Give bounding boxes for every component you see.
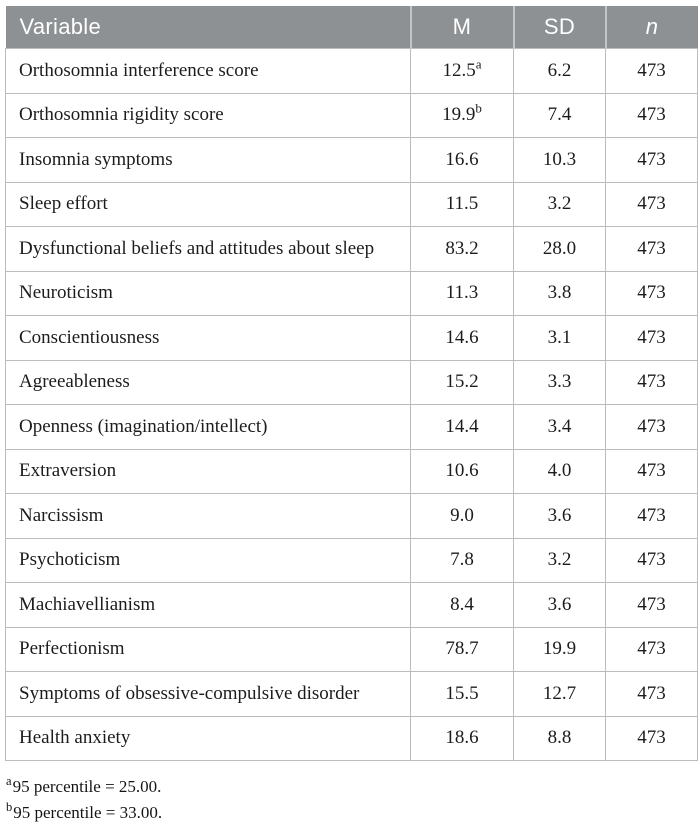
mean-cell: 78.7 xyxy=(410,626,514,672)
mean-cell: 19.9b xyxy=(410,92,514,138)
footnote-line: a95 percentile = 25.00. xyxy=(6,774,162,800)
table-row: Dysfunctional beliefs and attitudes abou… xyxy=(5,226,698,272)
footnote-line: b95 percentile = 33.00. xyxy=(6,800,162,826)
mean-cell: 8.4 xyxy=(410,582,514,628)
header-row: Variable M SD n xyxy=(5,6,698,49)
sd-cell: 3.6 xyxy=(513,493,606,539)
table-row: Openness (imagination/intellect) 14.4 3.… xyxy=(5,404,698,450)
mean-cell: 9.0 xyxy=(410,493,514,539)
variable-cell: Orthosomnia rigidity score xyxy=(5,92,411,138)
column-header-sd: SD xyxy=(512,6,606,49)
mean-cell: 18.6 xyxy=(410,715,514,761)
footnote-text: 95 percentile = 25.00. xyxy=(12,777,162,796)
mean-cell: 11.5 xyxy=(410,181,514,227)
sd-cell: 19.9 xyxy=(513,626,606,672)
sd-cell: 8.8 xyxy=(513,715,606,761)
mean-cell: 11.3 xyxy=(410,270,514,316)
mean-cell: 14.6 xyxy=(410,315,514,361)
table-row: Orthosomnia rigidity score 19.9b 7.4 473 xyxy=(5,92,698,138)
footnote-marker: b xyxy=(475,100,482,116)
n-cell: 473 xyxy=(605,137,698,183)
n-cell: 473 xyxy=(605,359,698,405)
variable-cell: Orthosomnia interference score xyxy=(5,48,411,94)
footnote-marker: b xyxy=(6,800,13,815)
n-cell: 473 xyxy=(605,448,698,494)
n-cell: 473 xyxy=(605,493,698,539)
n-cell: 473 xyxy=(605,92,698,138)
mean-cell: 15.5 xyxy=(410,671,514,717)
sd-cell: 3.2 xyxy=(513,181,606,227)
n-cell: 473 xyxy=(605,48,698,94)
mean-cell: 10.6 xyxy=(410,448,514,494)
mean-cell: 7.8 xyxy=(410,537,514,583)
variable-cell: Agreeableness xyxy=(5,359,411,405)
table-row: Insomnia symptoms 16.6 10.3 473 xyxy=(5,137,698,183)
sd-cell: 3.1 xyxy=(513,315,606,361)
mean-cell: 83.2 xyxy=(410,226,514,272)
n-cell: 473 xyxy=(605,404,698,450)
n-cell: 473 xyxy=(605,181,698,227)
variable-cell: Symptoms of obsessive-compulsive disorde… xyxy=(5,671,411,717)
n-cell: 473 xyxy=(605,671,698,717)
sd-cell: 28.0 xyxy=(513,226,606,272)
mean-cell: 15.2 xyxy=(410,359,514,405)
mean-cell: 12.5a xyxy=(410,48,514,94)
column-header-variable: Variable xyxy=(5,6,411,49)
table-row: Orthosomnia interference score 12.5a 6.2… xyxy=(5,48,698,94)
variable-cell: Extraversion xyxy=(5,448,411,494)
sd-cell: 7.4 xyxy=(513,92,606,138)
sd-cell: 3.3 xyxy=(513,359,606,405)
variable-cell: Neuroticism xyxy=(5,270,411,316)
footnote-marker: a xyxy=(475,56,482,72)
sd-cell: 3.2 xyxy=(513,537,606,583)
n-cell: 473 xyxy=(605,315,698,361)
table-row: Perfectionism 78.7 19.9 473 xyxy=(5,626,698,672)
variable-cell: Insomnia symptoms xyxy=(5,137,411,183)
table-row: Conscientiousness 14.6 3.1 473 xyxy=(5,315,698,361)
sd-cell: 3.8 xyxy=(513,270,606,316)
table-row: Narcissism 9.0 3.6 473 xyxy=(5,493,698,539)
n-cell: 473 xyxy=(605,226,698,272)
variable-cell: Health anxiety xyxy=(5,715,411,761)
table-row: Sleep effort 11.5 3.2 473 xyxy=(5,181,698,227)
sd-cell: 3.4 xyxy=(513,404,606,450)
descriptive-statistics-table: Variable M SD n Orthosomnia interference… xyxy=(5,6,698,761)
variable-cell: Conscientiousness xyxy=(5,315,411,361)
variable-cell: Narcissism xyxy=(5,493,411,539)
column-header-n: n xyxy=(604,6,698,49)
sd-cell: 4.0 xyxy=(513,448,606,494)
table-row: Extraversion 10.6 4.0 473 xyxy=(5,448,698,494)
n-cell: 473 xyxy=(605,626,698,672)
variable-cell: Perfectionism xyxy=(5,626,411,672)
mean-cell: 16.6 xyxy=(410,137,514,183)
variable-cell: Psychoticism xyxy=(5,537,411,583)
n-cell: 473 xyxy=(605,537,698,583)
variable-cell: Dysfunctional beliefs and attitudes abou… xyxy=(5,226,411,272)
mean-cell: 14.4 xyxy=(410,404,514,450)
table-row: Health anxiety 18.6 8.8 473 xyxy=(5,715,698,761)
variable-cell: Machiavellianism xyxy=(5,582,411,628)
sd-cell: 6.2 xyxy=(513,48,606,94)
variable-cell: Openness (imagination/intellect) xyxy=(5,404,411,450)
footnote-text: 95 percentile = 33.00. xyxy=(13,803,163,822)
sd-cell: 3.6 xyxy=(513,582,606,628)
sd-cell: 10.3 xyxy=(513,137,606,183)
column-header-mean: M xyxy=(409,6,514,49)
n-cell: 473 xyxy=(605,582,698,628)
n-cell: 473 xyxy=(605,270,698,316)
table-footnotes: a95 percentile = 25.00. b95 percentile =… xyxy=(6,774,162,826)
table-row: Agreeableness 15.2 3.3 473 xyxy=(5,359,698,405)
n-cell: 473 xyxy=(605,715,698,761)
footnote-marker: a xyxy=(6,774,12,789)
variable-cell: Sleep effort xyxy=(5,181,411,227)
table-row: Neuroticism 11.3 3.8 473 xyxy=(5,270,698,316)
table-row: Symptoms of obsessive-compulsive disorde… xyxy=(5,671,698,717)
table-row: Machiavellianism 8.4 3.6 473 xyxy=(5,582,698,628)
table-row: Psychoticism 7.8 3.2 473 xyxy=(5,537,698,583)
sd-cell: 12.7 xyxy=(513,671,606,717)
